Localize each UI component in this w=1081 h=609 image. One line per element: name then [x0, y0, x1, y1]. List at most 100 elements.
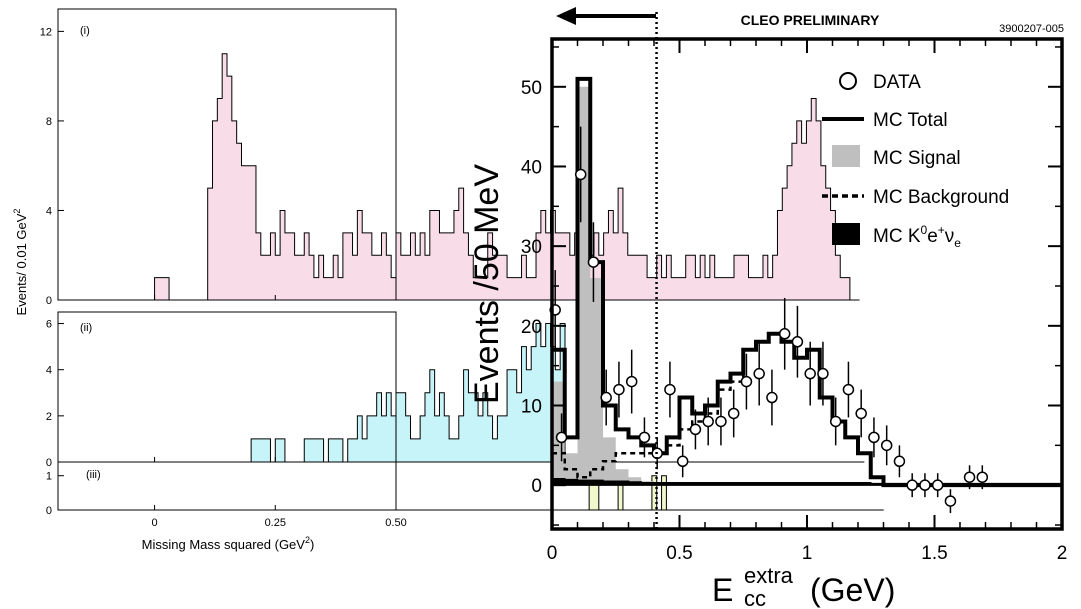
- x-tick-label: 1.5: [921, 543, 947, 564]
- data-point: [842, 361, 855, 418]
- panel-ii-label: (ii): [80, 322, 92, 334]
- right-panel: 0 10 20 30 40 50 0 0.5 1 1.5 2: [521, 12, 1067, 564]
- panel-iii-label: (iii): [86, 469, 101, 481]
- x-label-sup: extra: [744, 563, 794, 588]
- data-point: [727, 389, 740, 438]
- data-marker: [753, 367, 765, 380]
- data-marker: [766, 391, 778, 404]
- y-tick-label: 0: [46, 457, 52, 469]
- data-point: [804, 341, 816, 406]
- left-panel-iii: 0 1 0 0.25 0.50 (iii): [46, 461, 884, 529]
- data-marker: [931, 479, 944, 491]
- legend-k0-swatch: [832, 223, 860, 245]
- x-tick-label: 0.5: [666, 543, 692, 564]
- panel-i-histogram: [58, 53, 860, 301]
- x-label-sub: cc: [744, 586, 766, 609]
- data-marker: [600, 391, 612, 404]
- legend-signal-label: MC Signal: [873, 148, 961, 169]
- data-point: [766, 369, 778, 426]
- data-point: [600, 369, 612, 426]
- y-tick-label: 12: [40, 26, 52, 38]
- y-tick-label: 0: [46, 295, 52, 307]
- data-point: [613, 361, 625, 418]
- legend-data-marker: [839, 72, 857, 90]
- y-tick-label: 2: [46, 411, 52, 423]
- data-marker: [880, 439, 893, 452]
- y-tick-label: 50: [521, 78, 542, 99]
- data-point: [880, 425, 893, 466]
- data-point: [625, 349, 638, 414]
- x-tick-label: 2: [1057, 543, 1068, 564]
- data-marker: [664, 383, 676, 396]
- data-marker: [702, 415, 714, 428]
- data-point: [976, 465, 989, 490]
- x-tick-label: 0: [152, 517, 158, 529]
- legend: DATA MC Total MC Signal MC Background MC…: [822, 72, 1009, 250]
- figure-id-label: 3900207-005: [999, 23, 1064, 35]
- data-point: [587, 222, 600, 302]
- data-point: [753, 341, 765, 406]
- data-marker: [842, 383, 855, 396]
- data-marker: [817, 367, 829, 380]
- y-tick-label: 20: [521, 317, 542, 338]
- legend-signal-swatch: [832, 145, 860, 167]
- data-point: [778, 297, 791, 370]
- legend-background: MC Background: [822, 187, 1009, 208]
- data-point: [574, 126, 587, 223]
- data-point: [829, 397, 842, 446]
- data-point: [791, 305, 804, 378]
- panel-i-frame: [57, 8, 397, 301]
- data-point: [919, 473, 931, 498]
- right-x-axis-label: E extra cc (GeV): [712, 563, 895, 609]
- data-marker: [944, 495, 957, 507]
- data-point: [740, 353, 753, 410]
- legend-data-label: DATA: [873, 72, 921, 93]
- data-point: [664, 361, 676, 418]
- data-marker: [829, 415, 842, 428]
- data-marker: [740, 375, 753, 388]
- data-marker: [727, 407, 740, 420]
- y-tick-label: 40: [521, 157, 542, 178]
- right-y-axis-label: Events /50 MeV: [468, 164, 506, 404]
- data-marker: [715, 415, 727, 428]
- y-tick-label: 0: [531, 476, 542, 497]
- data-point: [817, 341, 829, 406]
- data-point: [676, 445, 689, 478]
- data-marker: [587, 256, 600, 268]
- y-tick-label: 4: [46, 365, 52, 377]
- data-marker: [625, 375, 638, 388]
- x-tick-label: 1: [802, 543, 813, 564]
- panel-iii-histogram: [58, 475, 884, 511]
- data-marker: [613, 383, 625, 396]
- y-tick-label: 8: [46, 116, 52, 128]
- data-point: [893, 445, 906, 478]
- legend-data: DATA: [839, 72, 921, 93]
- y-tick-label: 6: [46, 319, 52, 331]
- y-tick-label: 30: [521, 237, 542, 258]
- y-tick-label: 10: [521, 397, 542, 418]
- left-panel-i: 0 4 8 12 (i): [40, 8, 860, 307]
- legend-signal: MC Signal: [832, 145, 961, 169]
- panel-ii-frame: [57, 311, 397, 463]
- data-marker: [574, 168, 587, 181]
- legend-k0: MC K0e+νe: [832, 223, 961, 250]
- data-point: [689, 409, 702, 450]
- y-tick-label: 4: [46, 205, 52, 217]
- left-arrow-icon: [556, 7, 656, 25]
- data-marker: [638, 431, 651, 444]
- data-marker: [555, 431, 568, 444]
- data-point: [931, 473, 944, 498]
- left-panel-ii: 0 2 4 6 (ii): [46, 311, 865, 469]
- data-point: [944, 489, 957, 514]
- data-marker: [976, 471, 989, 483]
- panel-i-label: (i): [80, 25, 90, 37]
- legend-background-label: MC Background: [873, 187, 1009, 208]
- data-marker: [778, 328, 791, 340]
- data-point: [702, 397, 714, 446]
- data-point: [555, 413, 568, 462]
- data-marker: [804, 367, 816, 380]
- legend-total-label: MC Total: [873, 110, 948, 131]
- mc-signal-histogram: [552, 86, 1062, 486]
- data-point: [638, 417, 651, 458]
